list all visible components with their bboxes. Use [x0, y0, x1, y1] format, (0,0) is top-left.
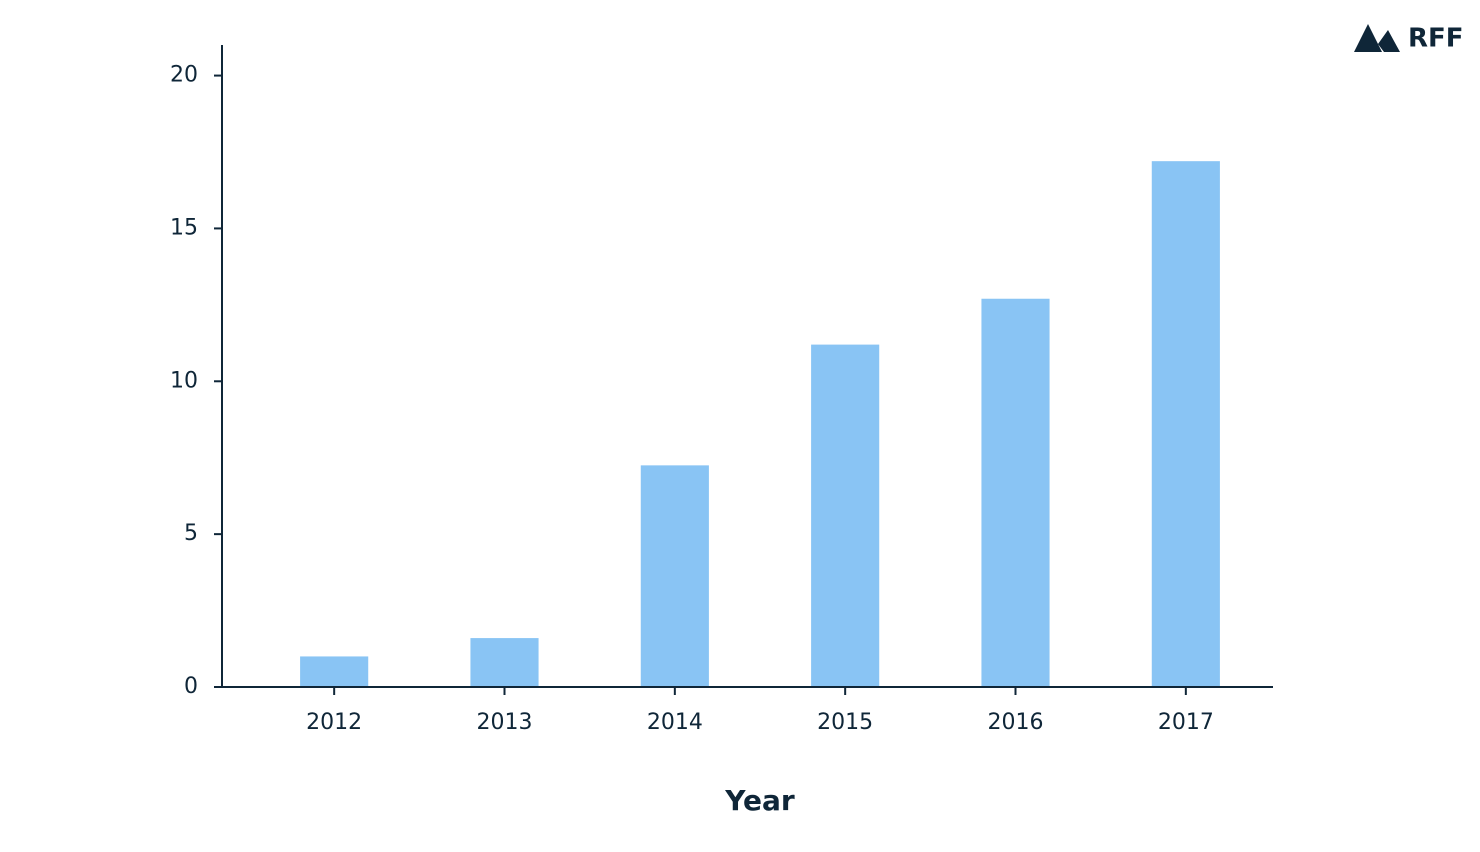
x-tick-label: 2017	[1158, 710, 1214, 735]
bar	[640, 465, 709, 687]
bar	[1151, 161, 1220, 687]
logo-mark	[1354, 24, 1400, 52]
bar	[300, 656, 369, 687]
bar	[811, 344, 880, 687]
x-tick-label: 2012	[306, 710, 362, 735]
logo-text: RFF	[1408, 24, 1464, 54]
y-tick-label: 20	[170, 63, 198, 88]
bar	[981, 298, 1050, 687]
logo: RFF	[1354, 24, 1464, 54]
x-axis-label: Year	[724, 784, 795, 817]
y-tick-label: 15	[170, 215, 198, 240]
y-tick-label: 10	[170, 368, 198, 393]
x-tick-label: 2015	[817, 710, 873, 735]
x-tick-label: 2014	[647, 710, 703, 735]
x-tick-label: 2016	[988, 710, 1044, 735]
bar	[470, 638, 539, 687]
y-tick-label: 5	[184, 521, 198, 546]
x-tick-label: 2013	[477, 710, 533, 735]
y-tick-label: 0	[184, 674, 198, 699]
